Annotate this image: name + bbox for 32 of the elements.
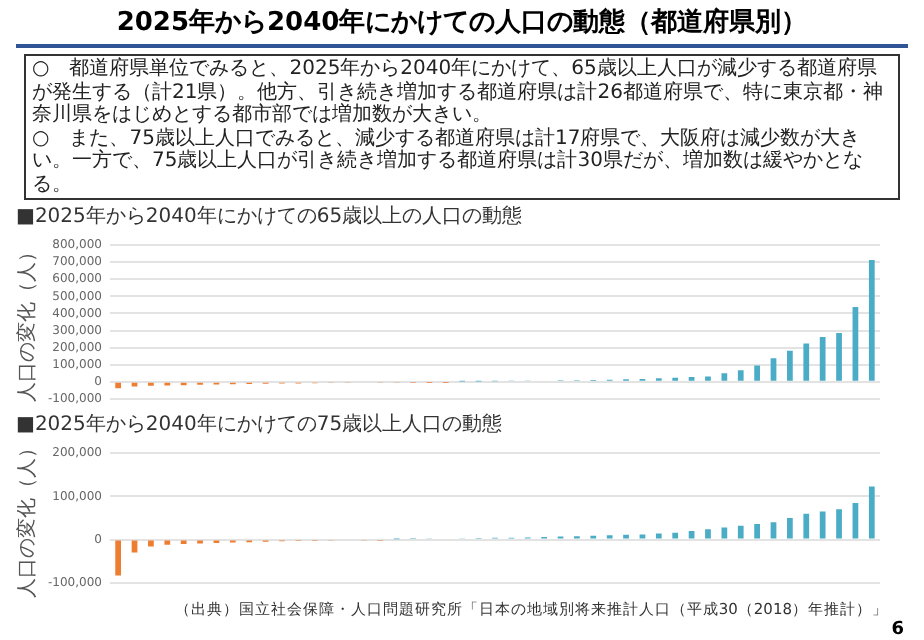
text: ○ 都道府県単位でみると、2025年から2040年にかけて、65歳以上人口が減少する都道府県が発生する（計21県）。他方、引き続き増加する都道府県は計26都道府県で、特に東京都・神奈川県をはじめとする都市部では増加数が大きい。 [32, 58, 885, 127]
y-axis-title: 人口の変化（人） [15, 438, 40, 598]
text: ○ また、75歳以上人口でみると、減少する都道府県は計17府県で、大阪府は減少数が大きい。一方で、75歳以上人口が引き続き増加する都道府県は計30県だが、増加数は緩やかとなる。 [32, 127, 865, 196]
chart-title: ■2025年から2040年にかけての75歳以上人口の動態 [16, 414, 505, 438]
bar [721, 527, 728, 539]
bar [803, 513, 810, 539]
bar [672, 532, 679, 539]
bar [836, 332, 842, 381]
bar [737, 525, 744, 539]
bar [737, 370, 744, 381]
bar [115, 382, 122, 389]
text: 6 [891, 620, 904, 640]
bar [115, 540, 122, 576]
text: 2025年から2040年にかけての人口の動態（都道府県別） [16, 8, 908, 48]
bar [836, 509, 842, 539]
bar [754, 524, 760, 539]
bar [148, 540, 154, 547]
bar [819, 511, 826, 539]
bar [770, 522, 777, 539]
y-axis-title: 人口の変化（人） [15, 242, 40, 402]
chart-title: ■2025年から2040年にかけての65歳以上の人口の動態 [16, 206, 525, 230]
bar [705, 529, 711, 539]
bar [787, 518, 793, 539]
bar [868, 486, 875, 539]
bar [688, 530, 695, 539]
bar [655, 533, 662, 539]
bar [721, 373, 728, 381]
bar [819, 337, 826, 381]
bar [803, 343, 810, 381]
bar [787, 350, 793, 381]
bar [868, 259, 875, 381]
bar [754, 365, 760, 381]
